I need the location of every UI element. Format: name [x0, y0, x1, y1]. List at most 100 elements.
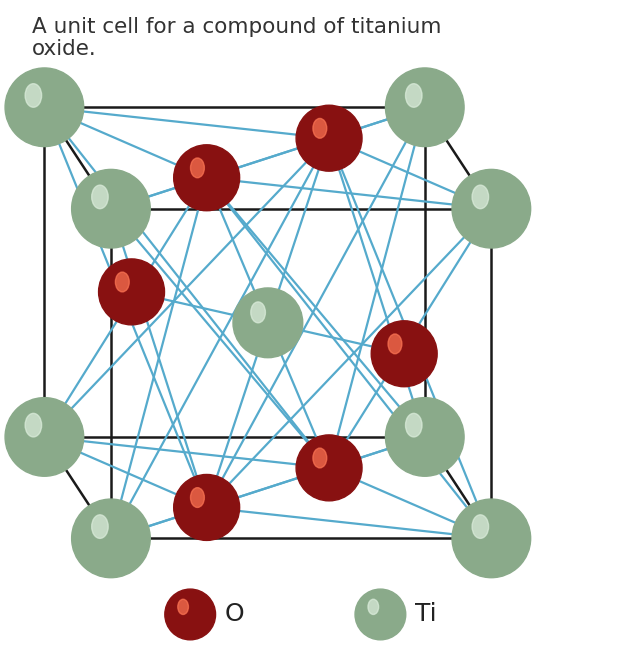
Ellipse shape	[252, 307, 284, 339]
Ellipse shape	[460, 177, 523, 240]
Ellipse shape	[368, 603, 392, 626]
Ellipse shape	[406, 419, 443, 456]
Ellipse shape	[372, 321, 437, 386]
Ellipse shape	[452, 499, 531, 578]
Ellipse shape	[198, 499, 216, 516]
Ellipse shape	[372, 606, 389, 623]
Ellipse shape	[409, 421, 441, 453]
Ellipse shape	[378, 613, 382, 616]
Ellipse shape	[422, 105, 427, 110]
Ellipse shape	[311, 450, 347, 485]
Ellipse shape	[233, 288, 303, 358]
Ellipse shape	[90, 188, 132, 229]
Ellipse shape	[363, 598, 398, 631]
Ellipse shape	[476, 523, 507, 554]
Ellipse shape	[406, 89, 443, 125]
Ellipse shape	[193, 164, 220, 191]
Ellipse shape	[473, 520, 510, 557]
Ellipse shape	[455, 502, 528, 575]
Ellipse shape	[457, 505, 526, 572]
Ellipse shape	[388, 70, 462, 144]
Ellipse shape	[420, 102, 430, 113]
Ellipse shape	[318, 457, 340, 479]
Ellipse shape	[325, 464, 333, 472]
Ellipse shape	[16, 79, 73, 136]
Ellipse shape	[358, 592, 403, 636]
Ellipse shape	[318, 127, 340, 149]
Ellipse shape	[42, 105, 47, 110]
Ellipse shape	[486, 533, 496, 544]
Ellipse shape	[182, 606, 198, 623]
Ellipse shape	[302, 112, 356, 164]
Ellipse shape	[370, 605, 391, 625]
Ellipse shape	[484, 531, 499, 546]
Ellipse shape	[174, 474, 240, 540]
Ellipse shape	[191, 492, 222, 523]
Ellipse shape	[189, 490, 224, 525]
Ellipse shape	[314, 123, 344, 154]
Ellipse shape	[411, 424, 438, 450]
Ellipse shape	[82, 180, 139, 238]
Ellipse shape	[259, 313, 277, 332]
Ellipse shape	[238, 293, 298, 353]
Ellipse shape	[414, 97, 436, 117]
Ellipse shape	[266, 321, 270, 325]
Ellipse shape	[178, 599, 188, 615]
Ellipse shape	[120, 281, 143, 303]
Ellipse shape	[74, 502, 148, 575]
Ellipse shape	[323, 461, 335, 474]
Ellipse shape	[401, 413, 448, 460]
Ellipse shape	[116, 276, 147, 307]
Ellipse shape	[202, 503, 211, 512]
Ellipse shape	[13, 76, 76, 139]
Ellipse shape	[13, 405, 76, 468]
Ellipse shape	[178, 479, 235, 536]
Ellipse shape	[400, 350, 408, 358]
Ellipse shape	[127, 287, 136, 297]
Ellipse shape	[82, 509, 139, 567]
Ellipse shape	[18, 81, 70, 134]
Ellipse shape	[21, 413, 68, 460]
Ellipse shape	[393, 343, 415, 365]
Ellipse shape	[313, 448, 327, 468]
Ellipse shape	[79, 177, 143, 240]
Ellipse shape	[309, 448, 349, 488]
Ellipse shape	[396, 345, 413, 362]
Ellipse shape	[399, 81, 451, 134]
Ellipse shape	[189, 160, 224, 195]
Ellipse shape	[174, 145, 240, 211]
Ellipse shape	[382, 331, 426, 376]
Ellipse shape	[393, 405, 456, 468]
Ellipse shape	[385, 68, 464, 146]
Ellipse shape	[457, 174, 526, 243]
Ellipse shape	[375, 609, 385, 619]
Ellipse shape	[401, 84, 448, 131]
Ellipse shape	[468, 185, 515, 232]
Ellipse shape	[404, 416, 446, 458]
Ellipse shape	[311, 121, 347, 156]
Ellipse shape	[108, 535, 113, 541]
Ellipse shape	[178, 149, 235, 207]
Ellipse shape	[373, 608, 387, 621]
Ellipse shape	[93, 191, 129, 227]
Ellipse shape	[465, 183, 517, 235]
Ellipse shape	[296, 435, 362, 501]
Ellipse shape	[92, 185, 108, 209]
Ellipse shape	[18, 411, 70, 463]
Ellipse shape	[472, 185, 489, 209]
Ellipse shape	[396, 79, 453, 136]
Ellipse shape	[368, 599, 378, 615]
Ellipse shape	[373, 323, 435, 384]
Ellipse shape	[360, 595, 401, 635]
Ellipse shape	[385, 398, 464, 476]
Ellipse shape	[375, 325, 433, 382]
Ellipse shape	[92, 515, 108, 538]
Ellipse shape	[251, 302, 266, 323]
Ellipse shape	[103, 531, 119, 546]
Ellipse shape	[481, 528, 502, 549]
Ellipse shape	[5, 398, 84, 476]
Ellipse shape	[422, 434, 427, 440]
Ellipse shape	[105, 266, 158, 318]
Text: Ti: Ti	[415, 603, 437, 627]
Ellipse shape	[5, 68, 84, 146]
